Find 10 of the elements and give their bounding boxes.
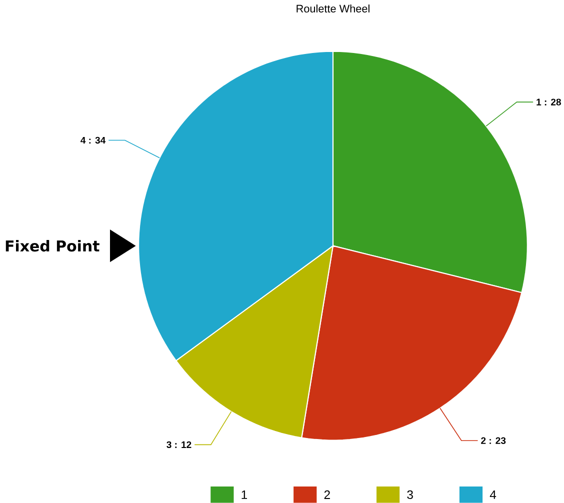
data-label: 1 : 28 xyxy=(536,98,561,106)
text: Fixed Point xyxy=(6,240,100,252)
legend-label: 1 xyxy=(242,490,247,499)
legend-label: 2 xyxy=(324,490,330,500)
legend-label: 3 xyxy=(407,490,413,500)
data-label: 4 : 34 xyxy=(80,136,106,144)
data-label: 3 : 12 xyxy=(166,441,192,448)
data-label: 2 : 23 xyxy=(481,437,506,444)
legend-label: 4 xyxy=(490,490,496,499)
chart-title: Roulette Wheel xyxy=(296,4,370,13)
